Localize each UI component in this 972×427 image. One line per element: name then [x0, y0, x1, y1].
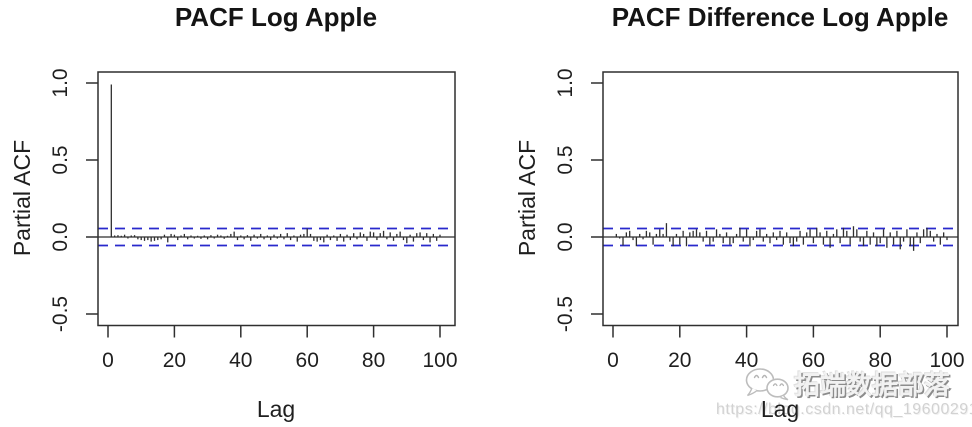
y-tick-label: 1.0	[554, 68, 577, 97]
plot-area-left: 0 20 40 60 80 100 -0.5 0.0 0.5 1.0	[49, 68, 458, 372]
x-tick-label: 40	[735, 349, 758, 372]
pacf-chart-log-apple: 0 20 40 60 80 100 -0.5 0.0 0.5 1.0 PACF Log Apple…	[9, 2, 458, 422]
pacf-chart-diff-log-apple: 0 20 40 60 80 100 -0.5 0.0 0.5 1.0 PACF Differenc…	[514, 2, 965, 422]
y-tick-label: 0.5	[554, 145, 577, 174]
plot-box	[602, 71, 959, 327]
y-tick-label: 0.0	[554, 222, 577, 251]
x-axis-label-right: Lag	[761, 396, 799, 422]
x-tick-label: 0	[102, 349, 114, 372]
x-tick-label: 80	[362, 349, 385, 372]
y-axis-label-left: Partial ACF	[9, 140, 35, 256]
plot-area-right: 0 20 40 60 80 100 -0.5 0.0 0.5 1.0	[554, 68, 965, 372]
y-tick-label: 1.0	[49, 68, 72, 97]
x-tick-label: 20	[668, 349, 691, 372]
chart-title-left: PACF Log Apple	[175, 2, 377, 32]
x-tick-label: 60	[802, 349, 825, 372]
x-tick-label: 40	[229, 349, 252, 372]
watermark: 拓端数据部落 https://blog.csdn.net/qq_19600291	[700, 365, 972, 427]
plot-box	[97, 71, 456, 327]
x-tick-label: 60	[296, 349, 319, 372]
x-tick-label: 0	[607, 349, 619, 372]
y-tick-label: 0.0	[49, 222, 72, 251]
x-axis-label-left: Lag	[257, 396, 295, 422]
x-tick-label: 20	[163, 349, 186, 372]
x-tick-label: 80	[869, 349, 892, 372]
chart-title-right: PACF Difference Log Apple	[612, 2, 949, 32]
y-tick-label: 0.5	[49, 145, 72, 174]
watermark-url: https://blog.csdn.net/qq_19600291	[716, 401, 972, 418]
y-tick-label: -0.5	[49, 296, 72, 332]
watermark-text: 拓端数据部落	[794, 370, 951, 400]
x-tick-label: 100	[422, 349, 457, 372]
y-tick-label: -0.5	[554, 296, 577, 332]
wechat-icon	[745, 368, 789, 401]
x-tick-label: 100	[929, 349, 964, 372]
y-axis-label-right: Partial ACF	[514, 140, 540, 256]
